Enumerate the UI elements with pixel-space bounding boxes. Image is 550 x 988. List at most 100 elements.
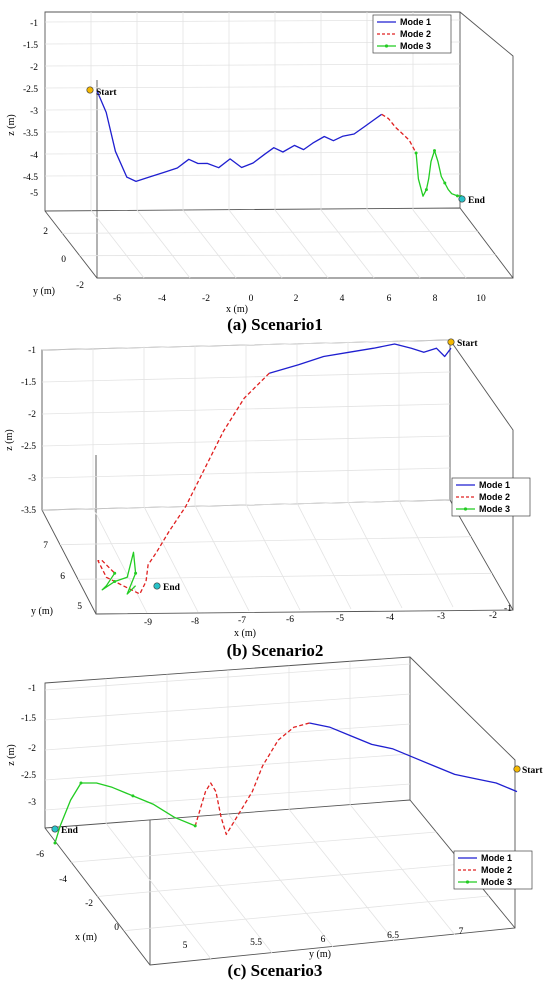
series-line-mode2 (194, 722, 310, 836)
start-label: Start (96, 88, 117, 98)
z-tick: -4.5 (23, 173, 38, 183)
series-point-mode3 (433, 149, 436, 153)
series-point-mode3 (79, 781, 83, 785)
x-tick: -9 (144, 618, 152, 628)
z-tick: -1 (30, 19, 38, 29)
series-point-mode3 (113, 580, 117, 583)
y-tick: 0 (114, 923, 119, 933)
z-tick: -3 (30, 107, 38, 117)
legend-label: Mode 3 (400, 41, 431, 51)
y-axis-label: y (m) (33, 286, 55, 297)
grid-line (44, 151, 461, 155)
grid-line (79, 254, 496, 257)
legend-label: Mode 3 (481, 877, 512, 887)
series-point-mode3 (443, 181, 447, 185)
start-marker (513, 765, 521, 773)
z-tick: -4 (30, 151, 38, 161)
x-tick: -8 (191, 617, 199, 627)
grid-line (71, 831, 437, 863)
grid-line (349, 804, 456, 936)
x-tick: -3 (437, 612, 445, 622)
grid-line (398, 500, 454, 608)
x-tick: 4 (340, 294, 345, 304)
caption-scenario2: (b) Scenario2 (227, 641, 324, 660)
x-tick: 5.5 (250, 938, 262, 948)
end-label: End (468, 196, 486, 206)
z-axis-label: z (m) (4, 429, 15, 450)
series-point-mode3 (134, 571, 138, 575)
grid-line (62, 230, 478, 234)
grid-line (92, 507, 148, 614)
grid-line (228, 209, 283, 279)
x-tick: 6.5 (387, 931, 399, 941)
z-tick: -2.5 (21, 771, 36, 781)
grid-line (44, 693, 411, 721)
grid-line (136, 209, 191, 279)
x-tick: 6 (321, 935, 326, 945)
legend-label: Mode 1 (479, 480, 510, 490)
end-marker (153, 582, 161, 590)
y-tick: 5 (77, 602, 82, 612)
x-tick: 6 (387, 294, 392, 304)
legend-label: Mode 1 (481, 853, 512, 863)
grid-line (320, 209, 375, 279)
start-marker (447, 338, 455, 346)
y-tick: -4 (59, 875, 67, 885)
z-axis-label: z (m) (6, 744, 17, 765)
legend-label: Mode 2 (481, 865, 512, 875)
series-line-mode1 (96, 90, 383, 183)
series-point-mode3 (53, 841, 57, 845)
series-line-mode1 (309, 722, 518, 793)
legend-label: Mode 1 (400, 17, 431, 27)
z-tick: -2 (28, 410, 36, 420)
z-tick: -1.5 (21, 714, 36, 724)
grid-line (123, 895, 489, 932)
panel-scenario1: -1 -1.5 -2 -2.5 -3 -3.5 -4 -4.5 -5 z (m)… (6, 11, 514, 334)
x-tick: 2 (294, 294, 299, 304)
grid-line (44, 107, 461, 111)
legend: Mode 1 Mode 2 Mode 3 (453, 850, 533, 890)
x-axis-label: x (m) (226, 304, 248, 315)
grid-line (347, 501, 403, 609)
z-tick: -2.5 (21, 442, 36, 452)
end-marker (51, 825, 59, 833)
grid-line (412, 209, 467, 279)
y-tick: 6 (60, 572, 65, 582)
caption-scenario1: (a) Scenario1 (227, 315, 323, 334)
z-tick: -3 (28, 798, 36, 808)
series-line-mode3 (101, 551, 137, 595)
y-tick: 0 (61, 255, 66, 265)
grid-line (77, 572, 493, 580)
start-marker (86, 86, 94, 94)
z-tick: -2 (30, 63, 38, 73)
grid-line (245, 504, 301, 611)
series-point-mode3 (455, 194, 459, 198)
panel-scenario2: -1 -1.5 -2 -2.5 -3 -3.5 z (m) 7 6 5 y (m… (4, 338, 531, 660)
grid-line (44, 783, 411, 811)
legend-label: Mode 3 (479, 504, 510, 514)
grid-line (44, 753, 411, 781)
grid-line (274, 209, 329, 279)
legend: Mode 1 Mode 2 Mode 3 (451, 477, 531, 517)
x-axis-label: x (m) (234, 628, 256, 639)
grid-line (90, 209, 145, 279)
grid-line (44, 63, 461, 67)
series-line-mode3 (54, 782, 196, 844)
x-tick: -5 (336, 614, 344, 624)
series-group (53, 722, 518, 845)
x-tick: -4 (386, 613, 394, 623)
z-tick: -1 (28, 346, 36, 356)
x-tick: -4 (158, 294, 166, 304)
y-tick: -2 (76, 281, 84, 291)
series-line-mode1 (269, 343, 452, 374)
series-line-mode2 (381, 113, 417, 154)
series-point-mode3 (424, 188, 428, 192)
legend-label: Mode 2 (479, 492, 510, 502)
z-tick: -2.5 (23, 85, 38, 95)
x-tick: -7 (238, 616, 246, 626)
panel-scenario3: -1 -1.5 -2 -2.5 -3 z (m) -6 -4 -2 0 x (m… (6, 656, 543, 980)
z-tick: -3.5 (23, 129, 38, 139)
x-tick: 10 (476, 294, 486, 304)
series-group (96, 90, 463, 198)
y-tick: -2 (85, 899, 93, 909)
